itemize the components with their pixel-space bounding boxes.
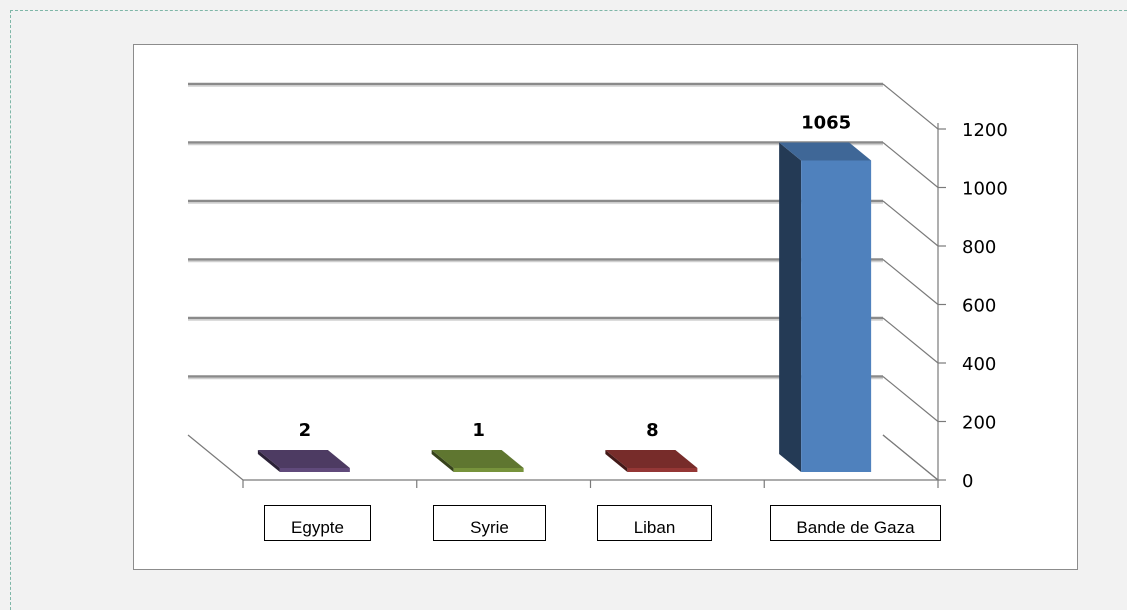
data-label: 2 <box>299 420 312 441</box>
y-tick-label: 1200 <box>962 120 1008 141</box>
bar-side <box>605 450 628 472</box>
bar-chart: 0 200 400 600 800 1000 1200 2 1 8 1065 <box>187 82 1008 492</box>
y-tick-label: 1000 <box>962 179 1008 200</box>
category-label: Egypte <box>264 505 371 541</box>
page-frame <box>10 10 1127 610</box>
depth-line <box>882 83 939 130</box>
y-tick-label: 800 <box>962 237 996 258</box>
bar-top <box>779 142 872 161</box>
data-label: 1 <box>472 420 485 441</box>
bar-top <box>257 450 350 468</box>
bar <box>453 468 524 472</box>
chart-area <box>133 44 1078 570</box>
category-label: Liban <box>597 505 712 541</box>
bar <box>279 468 350 472</box>
y-tick-label: 200 <box>962 413 996 434</box>
bar-side <box>431 450 454 472</box>
bar-top <box>605 450 698 468</box>
depth-line <box>882 317 939 364</box>
y-tick-label: 600 <box>962 296 996 317</box>
data-label: 8 <box>646 420 659 441</box>
bar-side <box>257 450 280 472</box>
depth-line <box>882 200 939 247</box>
category-label: Bande de Gaza <box>770 505 941 541</box>
bar-side <box>779 142 802 473</box>
depth-line <box>882 142 939 188</box>
bar <box>801 160 872 473</box>
y-tick-label: 0 <box>962 471 973 492</box>
bar-top <box>431 450 524 468</box>
y-tick-label: 400 <box>962 354 996 375</box>
data-label: 1065 <box>801 112 851 133</box>
category-label: Syrie <box>433 505 546 541</box>
bar <box>627 468 698 472</box>
depth-line <box>882 259 939 305</box>
depth-line <box>882 376 939 422</box>
